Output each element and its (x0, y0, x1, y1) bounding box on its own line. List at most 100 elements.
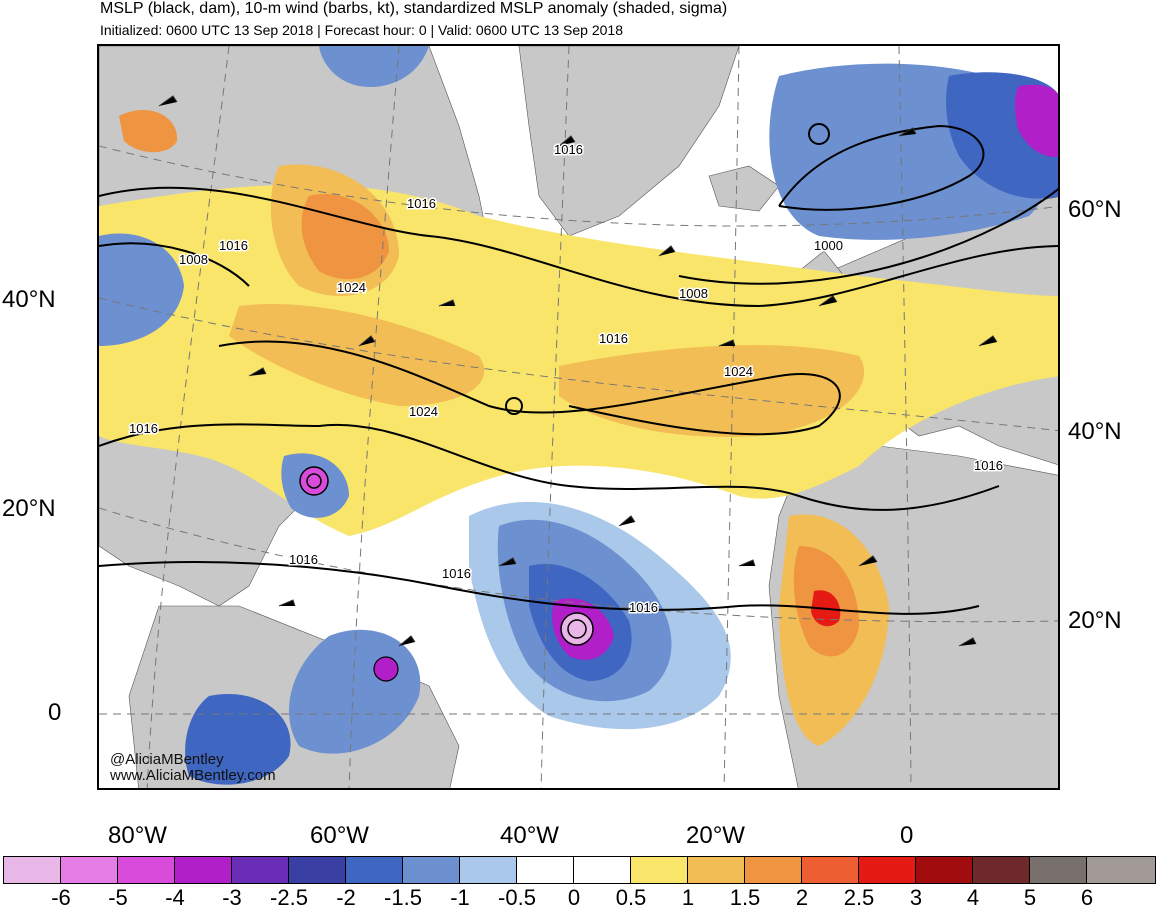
greenland-land (518, 46, 740, 237)
isobar-label: 1016 (974, 458, 1003, 473)
colorbar-swatch-13 (744, 856, 802, 884)
wind-barb (958, 637, 977, 647)
isobar-1016-north (99, 186, 1058, 308)
credit-site: www.AliciaMBentley.com (110, 767, 276, 784)
isobar-label: 1008 (179, 252, 208, 267)
lon-label-20w: 20°W (686, 822, 745, 849)
lon-label-80w: 80°W (108, 822, 167, 849)
wind-barb (158, 95, 178, 107)
storm-caribbean-center (373, 656, 399, 682)
isobar-label: 1008 (679, 286, 708, 301)
graticule-lat-20 (99, 507, 1058, 623)
hurricane-florence-center (560, 612, 594, 646)
wind-barb (438, 299, 456, 307)
map-canvas: 1016 1016 1008 1016 1024 1008 1000 1016 … (99, 46, 1058, 788)
isobar-label: 1016 (219, 238, 248, 253)
isobar-label: 1024 (724, 364, 753, 379)
iceland-land (708, 165, 780, 212)
credit-handle: @AliciaMBentley (110, 751, 224, 768)
colorbar-label: -1 (450, 885, 470, 910)
colorbar-label: -3 (222, 885, 242, 910)
isobar-label: 1016 (129, 421, 158, 436)
anomaly-neg1-region-labrador (99, 233, 184, 346)
wind-barb (978, 335, 998, 347)
colorbar-label: 6 (1080, 885, 1094, 910)
isobar-label: 1016 (554, 142, 583, 157)
positive-anomaly-layer (99, 110, 1058, 746)
graticule-lat-60 (99, 145, 1058, 227)
anomaly-neg3-region-scandinavia (1014, 84, 1058, 157)
lat-label-right-40n: 40°N (1068, 418, 1122, 445)
anomaly-neg1-region-arctic (319, 46, 429, 87)
wind-barb (658, 245, 676, 257)
graticule-lon-80w (146, 46, 230, 788)
wind-barb (498, 557, 517, 567)
colorbar-label: -0.5 (498, 885, 536, 910)
colorbar-swatch-0 (3, 856, 61, 884)
lat-label-left-0: 0 (48, 699, 62, 726)
isobar-label: 1016 (289, 552, 318, 567)
wind-barbs (158, 95, 998, 647)
colorbar-label: -6 (51, 885, 71, 910)
colorbar-label: -4 (165, 885, 185, 910)
colorbar-swatch-1 (60, 856, 118, 884)
map-panel[interactable]: 1016 1016 1008 1016 1024 1008 1000 1016 … (97, 44, 1060, 790)
colorbar-swatch-11 (630, 856, 688, 884)
colorbar-label: 0 (567, 885, 581, 910)
colorbar-swatch-4 (231, 856, 289, 884)
colorbar-swatch-19 (1086, 856, 1156, 884)
lon-label-0: 0 (900, 822, 914, 849)
isobar-labels: 1016 1016 1008 1016 1024 1008 1000 1016 … (128, 141, 1005, 617)
wind-barb (398, 635, 416, 647)
colorbar-swatch-18 (1029, 856, 1087, 884)
colorbar-swatch-9 (516, 856, 574, 884)
isobar-1016-south (99, 423, 1000, 511)
colorbar-label: 1.5 (729, 885, 761, 910)
wind-barb (738, 559, 756, 567)
lon-label-60w: 60°W (310, 822, 369, 849)
anomaly-1.5-region-newfoundland (301, 194, 389, 280)
colorbar-swatch-12 (687, 856, 745, 884)
lat-label-left-20n: 20°N (2, 495, 56, 522)
colorbar-label: -5 (108, 885, 128, 910)
graticule-lat-40 (99, 297, 1058, 432)
wind-barb (558, 135, 576, 147)
colorbar-label: 3 (909, 885, 923, 910)
colorbar-swatch-3 (174, 856, 232, 884)
wind-barb (898, 127, 917, 137)
colorbar-swatch-2 (117, 856, 175, 884)
wind-barb (618, 515, 636, 527)
isobar-label: 1016 (442, 566, 471, 581)
colorbar-label: 4 (966, 885, 980, 910)
isobar-1008-labrador (99, 242, 250, 287)
isobars (99, 123, 1058, 615)
colorbar-swatch-8 (459, 856, 517, 884)
colorbar-label: -2 (336, 885, 356, 910)
colorbar-label: 2 (795, 885, 809, 910)
lat-label-right-20n: 20°N (1068, 607, 1122, 634)
isobar-label: 1000 (814, 238, 843, 253)
colorbar-swatch-7 (402, 856, 460, 884)
colorbar-swatch-17 (972, 856, 1030, 884)
wind-barb (248, 367, 267, 377)
colorbar-label: -1.5 (384, 885, 422, 910)
isobar-label: 1016 (407, 196, 436, 211)
colorbar-label: 1 (681, 885, 695, 910)
lat-label-right-60n: 60°N (1068, 196, 1122, 223)
colorbar-swatch-6 (345, 856, 403, 884)
isobar-1024-high (218, 340, 841, 436)
wind-barb (358, 335, 376, 347)
wind-barb (818, 295, 838, 307)
storm-west-atlantic-center (299, 466, 329, 496)
hurricane-florence-ring (567, 619, 587, 639)
negative-anomaly-layer (99, 46, 1058, 785)
wind-barb (718, 339, 736, 347)
storm-west-atlantic-ring (306, 473, 322, 489)
anomaly-1.5-region-arctic (119, 110, 178, 153)
isobar-label: 1016 (629, 600, 658, 615)
lat-label-left-40n: 40°N (2, 286, 56, 313)
isobar-label: 1016 (599, 331, 628, 346)
colorbar-swatch-5 (288, 856, 346, 884)
anomaly-1-region-atlantic (559, 345, 865, 437)
colorbar-label: 2.5 (843, 885, 875, 910)
